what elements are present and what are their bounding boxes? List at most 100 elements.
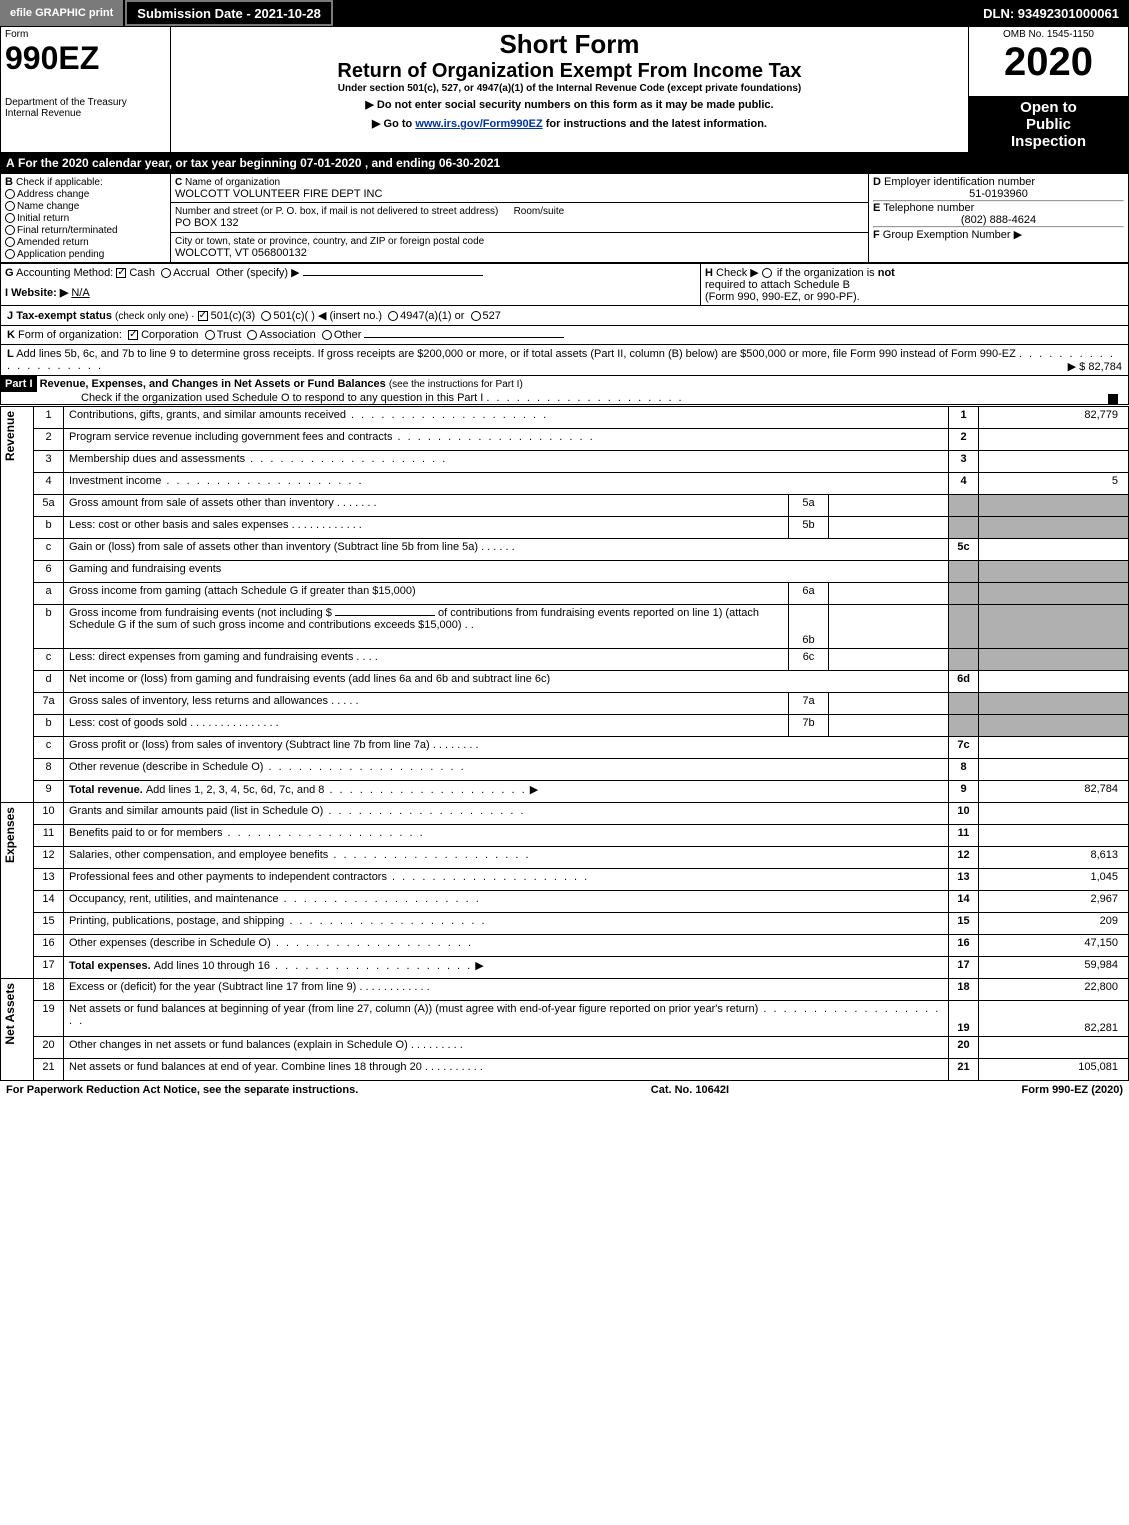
line-10-amt xyxy=(979,802,1129,824)
line-15-amt: 209 xyxy=(979,912,1129,934)
k-o2: Trust xyxy=(217,329,242,341)
line-20-box: 20 xyxy=(949,1036,979,1058)
line-4-amt: 5 xyxy=(979,472,1129,494)
line-4-num: 4 xyxy=(34,472,64,494)
irs-link[interactable]: www.irs.gov/Form990EZ xyxy=(415,118,542,130)
accrual-radio[interactable] xyxy=(161,268,171,278)
line-14-box: 14 xyxy=(949,890,979,912)
line-17-amt: 59,984 xyxy=(979,956,1129,978)
l-row: L Add lines 5b, 6c, and 7b to line 9 to … xyxy=(0,345,1129,376)
initial-return-radio[interactable] xyxy=(5,213,15,223)
form-header: Form 990EZ Department of the Treasury In… xyxy=(0,26,1129,153)
line-12-box: 12 xyxy=(949,846,979,868)
line-21-desc: Net assets or fund balances at end of ye… xyxy=(69,1061,422,1073)
h-checkbox[interactable] xyxy=(762,268,772,278)
opt-final: Final return/terminated xyxy=(17,225,118,236)
address-change-radio[interactable] xyxy=(5,189,15,199)
j-501c-radio[interactable] xyxy=(261,311,271,321)
line-6d-num: d xyxy=(34,670,64,692)
line-9-amt: 82,784 xyxy=(979,780,1129,802)
line-19-num: 19 xyxy=(34,1000,64,1036)
j-501c3-checkbox[interactable] xyxy=(198,311,208,321)
line-15-desc: Printing, publications, postage, and shi… xyxy=(69,915,284,927)
amended-return-radio[interactable] xyxy=(5,237,15,247)
dln-label: DLN: 93492301000061 xyxy=(973,0,1129,26)
line-9-desc-bold: Total revenue. xyxy=(69,784,146,796)
h-text4: (Form 990, 990-EZ, or 990-PF). xyxy=(705,291,860,303)
h-text2: if the organization is xyxy=(777,267,878,279)
line-6b-sub: 6b xyxy=(789,604,829,648)
line-3-box: 3 xyxy=(949,450,979,472)
line-17-box: 17 xyxy=(949,956,979,978)
line-2-num: 2 xyxy=(34,428,64,450)
opt-pending: Application pending xyxy=(17,249,104,260)
j-4947-radio[interactable] xyxy=(388,311,398,321)
line-6c-num: c xyxy=(34,648,64,670)
line-9-box: 9 xyxy=(949,780,979,802)
form-number: 990EZ xyxy=(5,40,166,77)
line-18-num: 18 xyxy=(34,978,64,1000)
k-assoc-radio[interactable] xyxy=(247,330,257,340)
application-pending-radio[interactable] xyxy=(5,249,15,259)
part-i-checkbox[interactable] xyxy=(1108,394,1118,404)
line-8-desc: Other revenue (describe in Schedule O) xyxy=(69,761,263,773)
k-other-radio[interactable] xyxy=(322,330,332,340)
org-address: PO BOX 132 xyxy=(175,217,239,229)
k-o3: Association xyxy=(259,329,315,341)
line-1-num: 1 xyxy=(34,406,64,428)
line-5a-num: 5a xyxy=(34,494,64,516)
line-19-desc: Net assets or fund balances at beginning… xyxy=(69,1003,758,1015)
line-9-num: 9 xyxy=(34,780,64,802)
final-return-radio[interactable] xyxy=(5,225,15,235)
footer-mid: Cat. No. 10642I xyxy=(651,1084,729,1096)
line-18-amt: 22,800 xyxy=(979,978,1129,1000)
line-4-box: 4 xyxy=(949,472,979,494)
page-footer: For Paperwork Reduction Act Notice, see … xyxy=(0,1081,1129,1099)
netassets-section-label: Net Assets xyxy=(1,979,19,1049)
city-label: City or town, state or province, country… xyxy=(175,236,484,247)
k-trust-radio[interactable] xyxy=(205,330,215,340)
line-8-num: 8 xyxy=(34,758,64,780)
line-15-num: 15 xyxy=(34,912,64,934)
e-label: Telephone number xyxy=(883,202,974,214)
j-527-radio[interactable] xyxy=(471,311,481,321)
l-amount: ▶ $ 82,784 xyxy=(1068,360,1122,373)
b-heading: Check if applicable: xyxy=(16,177,103,188)
line-7b-sub: 7b xyxy=(789,714,829,736)
k-o1: Corporation xyxy=(141,329,198,341)
line-6-desc: Gaming and fundraising events xyxy=(64,560,949,582)
h-check: Check ▶ xyxy=(716,267,759,279)
line-7c-num: c xyxy=(34,736,64,758)
line-5a-desc: Gross amount from sale of assets other t… xyxy=(69,497,334,509)
line-19-box: 19 xyxy=(949,1000,979,1036)
g-accrual: Accrual xyxy=(173,267,210,279)
opt-name-change: Name change xyxy=(17,201,79,212)
g-label: Accounting Method: xyxy=(16,267,113,279)
part-i-label: Part I xyxy=(1,376,37,392)
j-label: Tax-exempt status xyxy=(16,310,112,322)
line-7a-desc: Gross sales of inventory, less returns a… xyxy=(69,695,328,707)
line-10-num: 10 xyxy=(34,802,64,824)
tax-year: 2020 xyxy=(973,40,1124,85)
k-corp-checkbox[interactable] xyxy=(128,330,138,340)
line-20-amt xyxy=(979,1036,1129,1058)
line-14-amt: 2,967 xyxy=(979,890,1129,912)
submission-date: Submission Date - 2021-10-28 xyxy=(125,0,333,26)
entity-block: B Check if applicable: Address change Na… xyxy=(0,173,1129,263)
phone-value: (802) 888-4624 xyxy=(873,214,1124,226)
line-20-desc: Other changes in net assets or fund bala… xyxy=(69,1039,408,1051)
addr-label: Number and street (or P. O. box, if mail… xyxy=(175,206,498,217)
g-other: Other (specify) ▶ xyxy=(216,267,300,279)
efile-print-button[interactable]: efile GRAPHIC print xyxy=(0,0,125,26)
line-5c-num: c xyxy=(34,538,64,560)
cash-checkbox[interactable] xyxy=(116,268,126,278)
ein-value: 51-0193960 xyxy=(873,188,1124,200)
opt-address-change: Address change xyxy=(17,189,89,200)
name-change-radio[interactable] xyxy=(5,201,15,211)
j-o2: 501(c)( ) xyxy=(273,310,315,322)
part-i-check-text: Check if the organization used Schedule … xyxy=(1,392,483,404)
form-word: Form xyxy=(5,29,166,40)
line-2-amt xyxy=(979,428,1129,450)
footer-right: Form 990-EZ (2020) xyxy=(1022,1084,1124,1096)
j-row: J Tax-exempt status (check only one) · 5… xyxy=(0,306,1129,326)
